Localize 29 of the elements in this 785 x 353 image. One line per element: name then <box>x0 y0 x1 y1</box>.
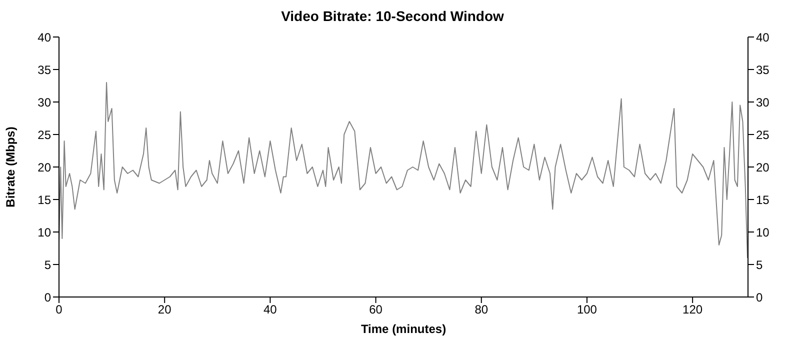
y2-tick-label: 25 <box>756 128 770 142</box>
y2-tick-label: 30 <box>756 95 770 110</box>
y2-tick-label: 0 <box>756 290 763 304</box>
x-axis-title: Time (minutes) <box>360 322 446 336</box>
y2-tick-label: 20 <box>756 160 770 174</box>
y2-tick-label: 40 <box>756 30 770 44</box>
y2-tick-label: 15 <box>756 192 770 207</box>
chart-title: Video Bitrate: 10-Second Window <box>280 8 505 24</box>
y-tick-label: 30 <box>38 95 52 110</box>
y-tick-label: 25 <box>38 128 52 142</box>
y-tick-label: 15 <box>38 192 52 207</box>
x-tick-label: 100 <box>576 302 598 317</box>
x-tick-label: 20 <box>158 302 172 317</box>
y2-tick-label: 5 <box>756 258 763 272</box>
x-tick-label: 60 <box>369 302 383 317</box>
y-tick-label: 20 <box>38 160 52 174</box>
x-tick-label: 120 <box>682 302 703 317</box>
y2-tick-label: 10 <box>756 225 770 240</box>
y-axis-title: Bitrate (Mbps) <box>3 126 18 208</box>
y-tick-label: 5 <box>44 258 52 272</box>
y2-tick-label: 35 <box>756 62 770 77</box>
x-tick-label: 0 <box>56 302 63 317</box>
line-series <box>59 82 748 258</box>
y-tick-label: 10 <box>38 225 52 240</box>
y-tick-label: 35 <box>38 62 52 77</box>
y-tick-label: 0 <box>44 290 52 304</box>
x-tick-label: 40 <box>264 302 278 317</box>
x-tick-label: 80 <box>474 302 488 317</box>
y-tick-label: 40 <box>38 30 52 44</box>
